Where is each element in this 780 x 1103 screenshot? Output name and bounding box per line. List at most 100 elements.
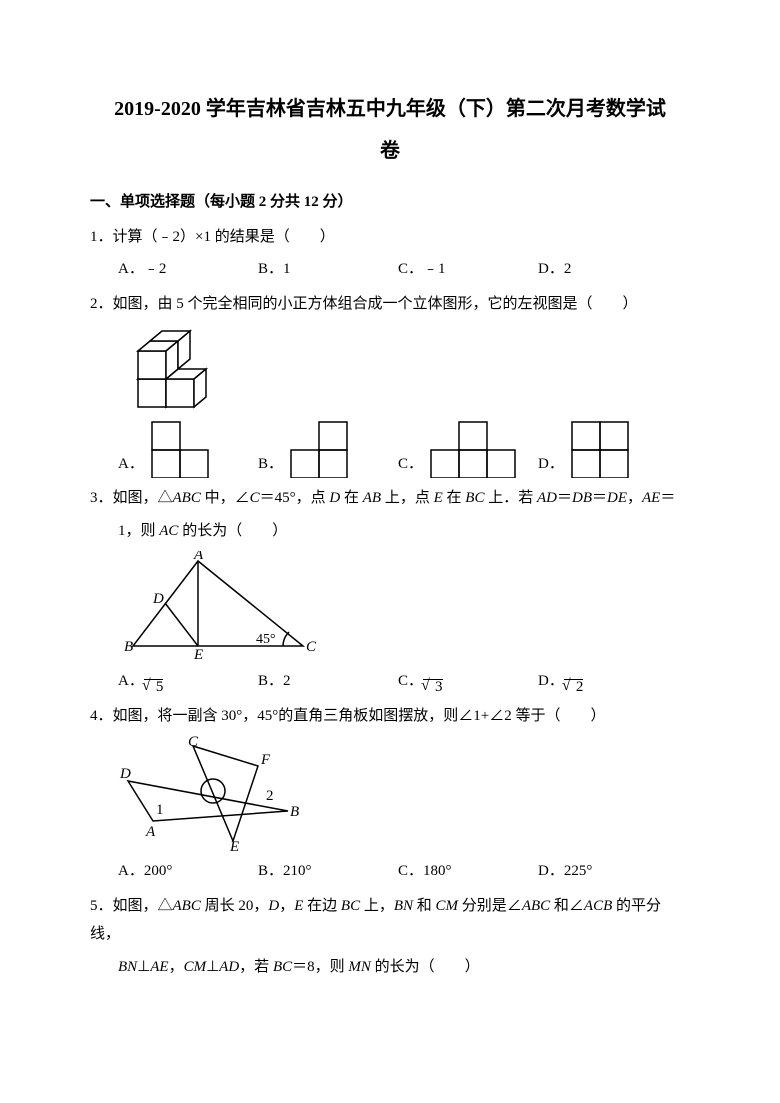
q3-bc: BC: [465, 490, 484, 506]
q5-mn: MN: [348, 959, 371, 975]
q5-text-line1: 5．如图，△ABC 周长 20，D，E 在边 BC 上，BN 和 CM 分别是∠…: [90, 892, 690, 949]
q5-bn2: BN: [118, 959, 137, 975]
svg-text:E: E: [229, 839, 239, 851]
q3-t3: ＝45°，点: [260, 490, 330, 506]
q3-d-sqrt: 2: [564, 679, 584, 696]
q5-ad: AD: [219, 959, 239, 975]
svg-text:A: A: [193, 551, 204, 563]
q1-option-b: B．1: [258, 255, 398, 284]
svg-text:B: B: [124, 639, 133, 655]
q3-de: DE: [607, 490, 627, 506]
q5-t4: 上，: [360, 898, 394, 914]
q2-c-svg: [429, 420, 517, 478]
q5-acb: ACB: [584, 898, 612, 914]
q2-text: 2．如图，由 5 个完全相同的小正方体组合成一个立体图形，它的左视图是（ ）: [90, 290, 690, 319]
q3-c-sqrt: 3: [423, 679, 443, 696]
q2-d-label: D．: [538, 450, 564, 479]
q5-t3: 在边: [303, 898, 341, 914]
q3-triangle-svg: A B C D E 45°: [118, 551, 318, 661]
q3-c: C: [250, 490, 260, 506]
q2-options: A． B．: [90, 420, 690, 478]
q4-option-b: B．210°: [258, 857, 398, 886]
q5-l2-1: ，若: [239, 959, 273, 975]
q5-perp2: ⊥: [206, 959, 219, 975]
q5-t6: 和∠: [550, 898, 584, 914]
section-1-header: 一、单项选择题（每小题 2 分共 12 分）: [90, 188, 690, 217]
q2-a-svg: [150, 420, 210, 478]
q3-option-c: C．3: [398, 667, 538, 696]
q4-triangles-svg: D A B C E F 1 2: [118, 736, 318, 851]
q3-a-sqrt: 5: [144, 679, 164, 696]
question-4: 4．如图，将一副含 30°，45°的直角三角板如图摆放，则∠1+∠2 等于（ ）…: [90, 702, 690, 886]
page-title-line1: 2019-2020 学年吉林省吉林五中九年级（下）第二次月考数学试: [90, 90, 690, 128]
q3-l2-2: 的长为（ ）: [178, 523, 287, 539]
svg-text:D: D: [152, 591, 164, 607]
q2-option-d: D．: [538, 420, 678, 478]
question-3: 3．如图，△ABC 中，∠C＝45°，点 D 在 AB 上，点 E 在 BC 上…: [90, 484, 690, 696]
q2-b-svg: [289, 420, 349, 478]
q3-a-label: A．: [118, 667, 144, 696]
q3-t4: 在: [340, 490, 363, 506]
q2-main-figure: [118, 324, 690, 414]
svg-text:F: F: [260, 752, 271, 768]
question-5: 5．如图，△ABC 周长 20，D，E 在边 BC 上，BN 和 CM 分别是∠…: [90, 892, 690, 982]
q5-c1: ，: [279, 898, 294, 914]
q3-angle-label: 45°: [256, 632, 276, 647]
question-1: 1．计算（﹣2）×1 的结果是（ ） A．﹣2 B．1 C．﹣1 D．2: [90, 223, 690, 284]
q5-t5: 分别是∠: [458, 898, 522, 914]
page-title-line2: 卷: [90, 132, 690, 170]
svg-text:A: A: [145, 824, 156, 840]
q2-option-b: B．: [258, 420, 398, 478]
q3-options: A． 5 B．2 C．3 D． 2: [90, 667, 690, 696]
q3-text-line1: 3．如图，△ABC 中，∠C＝45°，点 D 在 AB 上，点 E 在 BC 上…: [90, 484, 690, 513]
q4-option-c: C．180°: [398, 857, 538, 886]
q3-l2-1: 1，则: [118, 523, 159, 539]
q3-option-b: B．2: [258, 667, 398, 696]
q3-figure: A B C D E 45°: [118, 551, 690, 661]
q3-c-label: C．: [398, 667, 423, 696]
q3-eq1: ＝: [557, 490, 572, 506]
svg-text:D: D: [119, 766, 131, 782]
q1-option-a: A．﹣2: [118, 255, 258, 284]
q5-t1: 5．如图，△: [90, 898, 173, 914]
q2-d-svg: [570, 420, 630, 478]
q5-c2: ，: [169, 959, 184, 975]
q4-option-a: A．200°: [118, 857, 258, 886]
q2-a-label: A．: [118, 450, 144, 479]
svg-text:E: E: [193, 647, 203, 661]
q2-option-a: A．: [118, 420, 258, 478]
q3-eq2: ＝: [592, 490, 607, 506]
q5-cm2: CM: [184, 959, 207, 975]
q3-ac: AC: [159, 523, 178, 539]
exam-page: 2019-2020 学年吉林省吉林五中九年级（下）第二次月考数学试 卷 一、单项…: [0, 0, 780, 1103]
q5-bc: BC: [341, 898, 360, 914]
q5-text-line2: BN⊥AE，CM⊥AD，若 BC＝8，则 MN 的长为（ ）: [90, 953, 690, 982]
q3-d-label: D．: [538, 667, 564, 696]
q5-cm: CM: [436, 898, 459, 914]
q3-text-line2: 1，则 AC 的长为（ ）: [90, 517, 690, 546]
q1-options: A．﹣2 B．1 C．﹣1 D．2: [90, 255, 690, 284]
q3-option-a: A． 5: [118, 667, 258, 696]
q3-d-val: 2: [576, 679, 584, 695]
q3-a-val: 5: [156, 679, 164, 695]
q3-ad: AD: [537, 490, 557, 506]
q2-option-c: C．: [398, 420, 538, 478]
q5-bc2: BC: [273, 959, 292, 975]
svg-text:2: 2: [266, 788, 274, 804]
svg-text:C: C: [306, 639, 317, 655]
q5-ae: AE: [150, 959, 168, 975]
q3-t1: 3．如图，△: [90, 490, 173, 506]
svg-text:C: C: [188, 736, 199, 750]
q5-bn: BN: [394, 898, 413, 914]
q5-abc: ABC: [173, 898, 201, 914]
q5-d: D: [268, 898, 279, 914]
q5-and: 和: [413, 898, 436, 914]
q3-d: D: [329, 490, 340, 506]
svg-text:1: 1: [156, 802, 164, 818]
q4-figure: D A B C E F 1 2: [118, 736, 690, 851]
q3-abc: ABC: [173, 490, 201, 506]
q5-l2-2: ＝8，则: [292, 959, 348, 975]
q3-t2: 中，∠: [201, 490, 250, 506]
q1-option-d: D．2: [538, 255, 678, 284]
q3-t7: 上．若: [484, 490, 537, 506]
